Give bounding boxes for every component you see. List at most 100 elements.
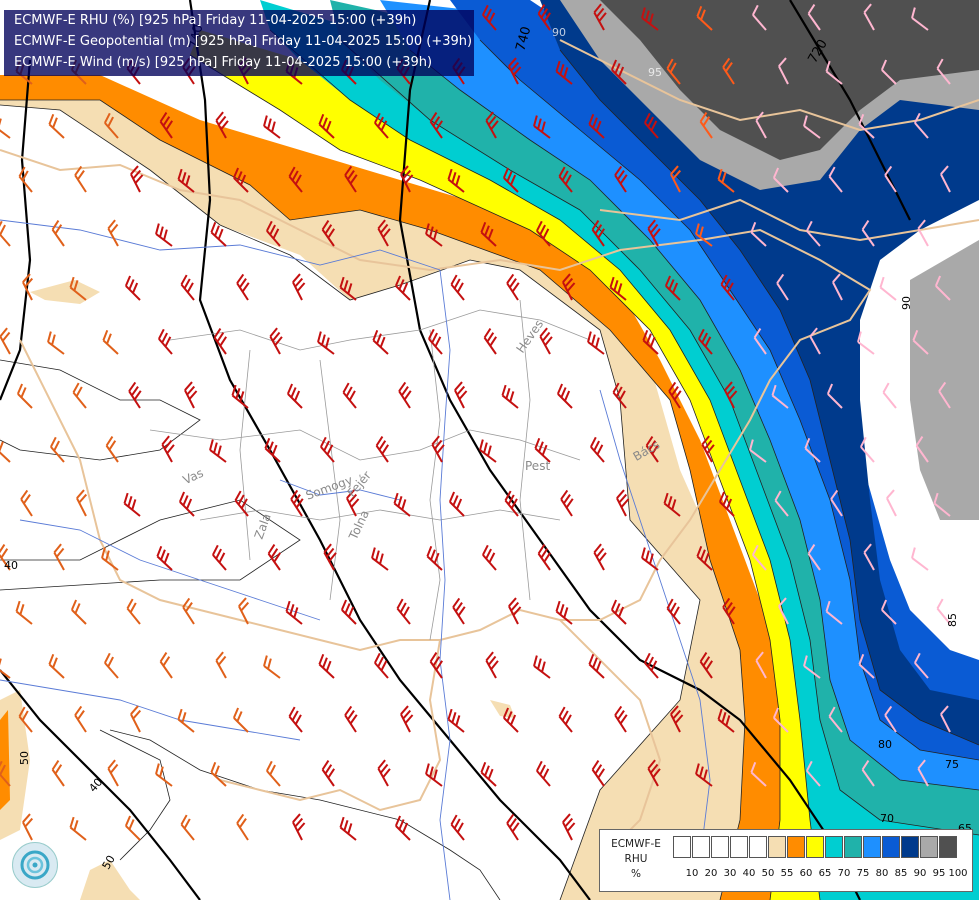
wind-barb-icon [591,760,605,787]
wind-barb-icon [344,165,358,193]
wind-barb-icon [934,275,951,301]
wind-barb-icon [826,383,843,409]
wind-barb-icon [0,220,11,247]
wind-barb-icon [450,274,465,301]
wind-barb-icon [425,223,443,247]
wind-barb-icon [74,705,87,733]
wind-barb-icon [396,598,411,625]
wind-barb-icon [670,165,682,193]
rhu-band-80 [380,0,979,790]
geopotential-contours [0,0,911,900]
wind-barb-icon [807,4,821,31]
legend-swatch [691,836,711,858]
wind-barb-icon [231,384,249,409]
wind-barb-icon [610,59,627,85]
wind-barb-icon [48,113,65,139]
legend-title: ECMWF-E RHU % [604,837,668,882]
region-label-somogy: Somogy [304,473,355,503]
wind-barb-icon [880,599,897,625]
wind-barb-icon [210,221,227,247]
wind-barb-icon [393,492,411,517]
wind-barb-icon [666,58,681,85]
wind-barb-icon [398,381,412,409]
rhu-contour-label: 75 [945,758,959,771]
wind-barb-icon [0,544,11,571]
legend-swatch [881,836,901,858]
wind-barb-icon [51,760,65,787]
wind-barb-icon [74,165,87,193]
wind-barb-icon [0,118,11,139]
wind-barb-icon [645,436,659,463]
wind-barb-icon [805,760,821,787]
wind-barb-icon [772,167,789,193]
wind-barb-icon [539,327,553,355]
wind-barb-icon [755,651,767,679]
rhu-band-55 [0,85,979,900]
wind-barb-icon [318,653,335,679]
wind-barb-icon [288,706,303,733]
wind-barb-icon [18,166,33,193]
wind-barb-icon [913,112,929,139]
legend-swatch [938,836,957,858]
wind-barb-icon [16,383,33,409]
rhu-band-65 [190,30,979,900]
wind-barb-icon [292,813,306,841]
internal-borders [149,299,591,641]
wind-barb-icon [479,439,497,463]
wind-barb-icon [915,436,929,463]
wind-barb-icon [642,329,659,355]
wind-barb-icon [159,652,173,679]
region-label-tolna: Tolna [346,508,372,543]
wind-barb-icon [124,275,141,301]
wind-barb-icon [753,328,767,355]
wind-barb-icon [508,597,522,625]
wind-barb-icon [321,760,335,787]
wind-barb-icon [483,328,497,355]
legend-swatch [748,836,768,858]
wind-barb-icon [884,165,897,193]
wind-barb-icon [425,763,443,787]
wind-barb-icon [339,276,357,301]
geopotential-label: 740 [513,25,534,53]
wind-barb-icon [695,223,713,247]
wind-barb-icon [323,543,337,571]
legend-swatch [919,836,938,858]
wind-barb-icon [587,331,605,355]
wind-barb-icon [861,760,875,787]
rhu-contour-labels: 90 95 90 85 80 75 70 65 40 50 50 40 [4,26,972,872]
wind-barb-icon [130,165,144,193]
wind-barb-icon [722,597,736,625]
wind-barb-icon [101,547,119,571]
rhu-contour-label: 50 [18,751,31,765]
wind-barb-icon [292,273,306,301]
wind-barb-icon [614,165,628,193]
wind-barb-icon [318,113,335,139]
rivers [0,219,711,900]
wind-barb-icon [481,544,497,571]
ecmwf-logo-icon [12,842,58,888]
wind-barb-icon [373,652,389,679]
wind-barb-icon [53,543,65,571]
wind-barb-icon [558,166,573,193]
wind-barb-icon [755,111,767,139]
wind-barb-icon [593,543,607,571]
wind-barb-icon [317,331,335,355]
wind-barb-icon [749,439,767,463]
wind-barb-icon [429,112,443,139]
rhu-contour-label: 40 [86,776,105,795]
wind-barb-icon [933,492,951,517]
legend-tick-label: 75 [856,868,870,879]
wind-barb-icon [177,168,195,193]
wind-barb-icon [858,113,875,139]
wind-barb-icon [861,220,875,247]
wind-barb-icon [76,489,88,517]
wind-barb-icon [588,653,605,679]
wind-barb-icon [722,57,735,85]
wind-barb-icon [701,435,715,463]
legend-tick-label: 30 [723,868,737,879]
wind-barb-icon [47,331,65,355]
wind-barb-icon [400,165,414,193]
rhu-band-70 [260,0,979,900]
wind-barb-icon [20,489,33,517]
legend-ticks: 10 20 30 40 50 55 60 65 70 75 80 85 90 95 100 [673,868,971,882]
